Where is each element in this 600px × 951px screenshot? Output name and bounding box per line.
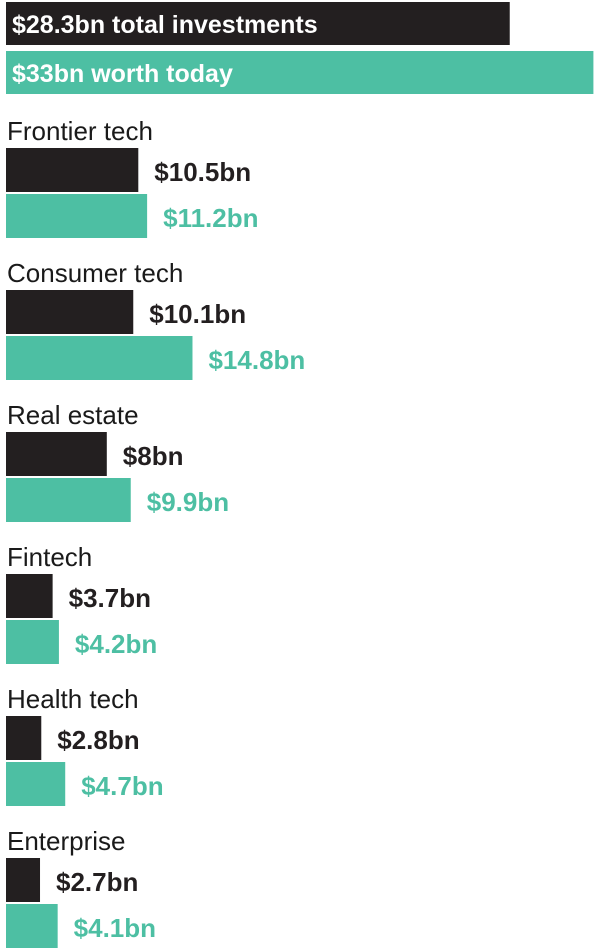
investment-bar-enterprise (6, 858, 41, 902)
worth-bar-health-tech (6, 762, 66, 806)
category-label-frontier-tech: Frontier tech (7, 116, 153, 146)
category-label-consumer-tech: Consumer tech (7, 258, 183, 288)
investment-bar-consumer-tech (6, 290, 134, 334)
summary-investments-bar (6, 2, 510, 45)
worth-bar-frontier-tech (6, 194, 148, 238)
investment-value-health-tech: $2.8bn (57, 725, 139, 755)
investment-bar-fintech (6, 574, 53, 618)
category-label-real-estate: Real estate (7, 400, 139, 430)
investment-bar-frontier-tech (6, 148, 139, 192)
investment-bar-health-tech (6, 716, 42, 760)
worth-value-health-tech: $4.7bn (81, 771, 163, 801)
worth-bar-enterprise (6, 904, 58, 948)
investment-value-real-estate: $8bn (123, 441, 184, 471)
category-groups: Frontier tech$10.5bn $11.2bn Consumer tech… (6, 116, 305, 948)
investment-value-consumer-tech: $10.1bn (149, 299, 246, 329)
category-label-fintech: Fintech (7, 542, 92, 572)
summary-investments-label: $28.3bn total investments (12, 11, 318, 39)
category-label-enterprise: Enterprise (7, 826, 126, 856)
investment-bar-real-estate (6, 432, 107, 476)
worth-bar-real-estate (6, 478, 131, 522)
summary-bars: $28.3bn total investments $33bn worth tod… (6, 2, 594, 94)
worth-value-real-estate: $9.9bn (147, 487, 229, 517)
category-label-health-tech: Health tech (7, 684, 139, 714)
summary-worth-today-label: $33bn worth today (12, 60, 233, 88)
worth-bar-consumer-tech (6, 336, 193, 380)
worth-value-consumer-tech: $14.8bn (208, 345, 305, 375)
worth-value-enterprise: $4.1bn (74, 913, 156, 943)
summary-worth-today-bar (6, 51, 594, 94)
worth-value-fintech: $4.2bn (75, 629, 157, 659)
investment-value-fintech: $3.7bn (69, 583, 151, 613)
investment-value-frontier-tech: $10.5bn (154, 157, 251, 187)
worth-bar-fintech (6, 620, 59, 664)
investment-value-enterprise: $2.7bn (56, 867, 138, 897)
worth-value-frontier-tech: $11.2bn (163, 203, 258, 233)
